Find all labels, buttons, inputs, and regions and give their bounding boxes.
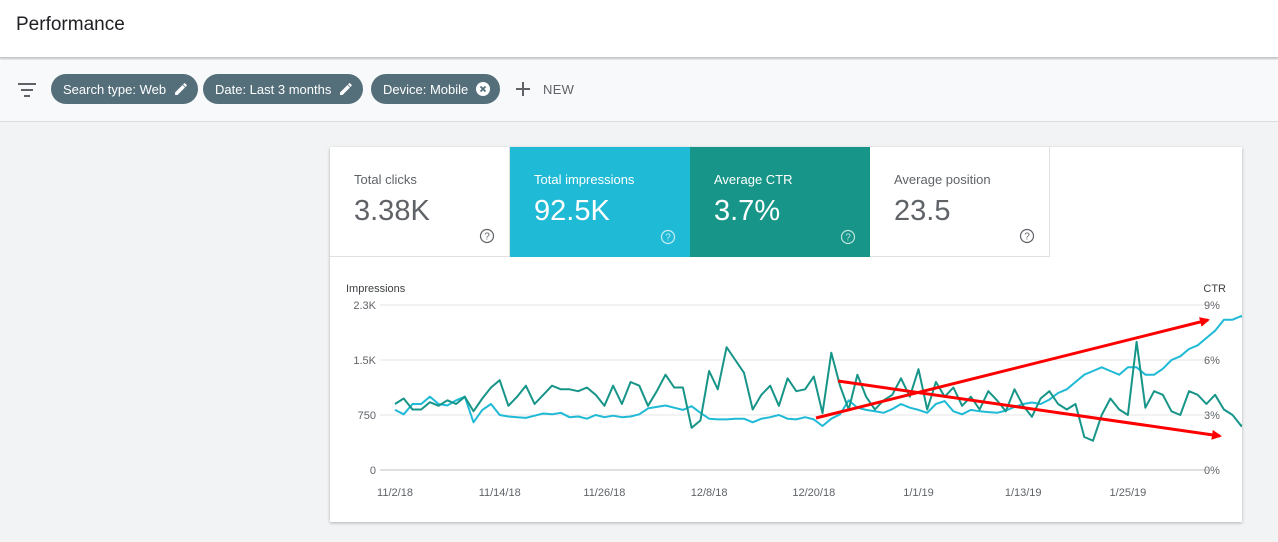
metric-average-position[interactable]: Average position 23.5 ? <box>870 147 1050 257</box>
metric-label: Average position <box>894 172 991 187</box>
chip-search-type[interactable]: Search type: Web <box>51 74 199 104</box>
x-axis-ticks: 11/2/18 11/14/18 11/26/18 12/8/18 12/20/18 1/… <box>377 487 1146 499</box>
svg-text:?: ? <box>1024 232 1030 243</box>
metric-value: 3.38K <box>354 195 430 227</box>
x-tick-label: 1/25/19 <box>1110 487 1147 499</box>
edit-icon[interactable] <box>339 82 353 96</box>
edit-icon[interactable] <box>174 82 188 96</box>
metric-label: Average CTR <box>714 172 793 187</box>
series-line-ctr <box>394 340 1242 442</box>
right-tick-label: 3% <box>1204 410 1220 422</box>
clear-icon[interactable] <box>476 82 491 96</box>
metric-label: Total clicks <box>354 172 417 187</box>
right-tick-label: 6% <box>1204 355 1220 367</box>
metric-total-impressions[interactable]: Total impressions 92.5K ? <box>510 147 690 257</box>
svg-text:?: ? <box>845 233 851 244</box>
help-icon[interactable]: ? <box>660 229 676 245</box>
help-icon[interactable]: ? <box>479 228 495 244</box>
chip-date[interactable]: Date: Last 3 months <box>203 74 364 104</box>
chip-label: Search type: Web <box>63 81 167 97</box>
performance-chart: Impressions CTR 2.3K 1.5K 750 0 9% 6% 3% 0% 11… <box>346 283 1242 499</box>
right-tick-label: 0% <box>1204 465 1220 477</box>
left-axis-title: Impressions <box>346 283 406 295</box>
new-filter-button[interactable]: NEW <box>515 77 574 101</box>
performance-card: Total clicks 3.38K ? Total impressions 9… <box>330 147 1242 522</box>
right-axis-title: CTR <box>1203 283 1226 295</box>
series-line-impressions <box>394 315 1242 427</box>
right-axis-ticks: 9% 6% 3% 0% <box>1204 300 1220 477</box>
metric-total-clicks[interactable]: Total clicks 3.38K ? <box>330 147 510 257</box>
left-tick-label: 2.3K <box>353 300 376 312</box>
metric-value: 92.5K <box>534 195 610 227</box>
plus-icon <box>516 82 530 96</box>
left-tick-label: 1.5K <box>353 355 376 367</box>
x-tick-label: 1/13/19 <box>1005 487 1042 499</box>
right-tick-label: 9% <box>1204 300 1220 312</box>
help-icon[interactable]: ? <box>1019 228 1035 244</box>
chip-label: Device: Mobile <box>383 81 469 97</box>
left-axis-ticks: 2.3K 1.5K 750 0 <box>353 300 376 477</box>
x-tick-label: 1/1/19 <box>903 487 934 499</box>
x-tick-label: 11/26/18 <box>583 487 625 499</box>
x-tick-label: 11/2/18 <box>377 487 413 499</box>
metric-label: Total impressions <box>534 172 635 187</box>
app-header: Performance <box>0 0 1278 58</box>
help-icon[interactable]: ? <box>840 229 856 245</box>
new-filter-label: NEW <box>543 81 575 97</box>
x-tick-label: 12/20/18 <box>792 487 835 499</box>
chip-device[interactable]: Device: Mobile <box>371 74 501 104</box>
filter-list-icon[interactable] <box>17 80 37 100</box>
left-tick-label: 750 <box>358 410 376 422</box>
left-tick-label: 0 <box>370 465 376 477</box>
metric-value: 23.5 <box>894 195 951 227</box>
chip-label: Date: Last 3 months <box>215 81 332 97</box>
svg-text:?: ? <box>665 233 671 244</box>
metric-average-ctr[interactable]: Average CTR 3.7% ? <box>690 147 870 257</box>
filter-bar: Search type: Web Date: Last 3 months Dev… <box>0 60 1278 122</box>
trend-annotations <box>815 317 1222 440</box>
impressions-trend-arrow <box>815 317 1210 420</box>
ctr-trend-arrow <box>837 379 1222 440</box>
svg-text:?: ? <box>484 232 490 243</box>
page-title: Performance <box>16 14 125 35</box>
x-tick-label: 12/8/18 <box>691 487 728 499</box>
metric-value: 3.7% <box>714 195 781 227</box>
x-tick-label: 11/14/18 <box>479 487 521 499</box>
